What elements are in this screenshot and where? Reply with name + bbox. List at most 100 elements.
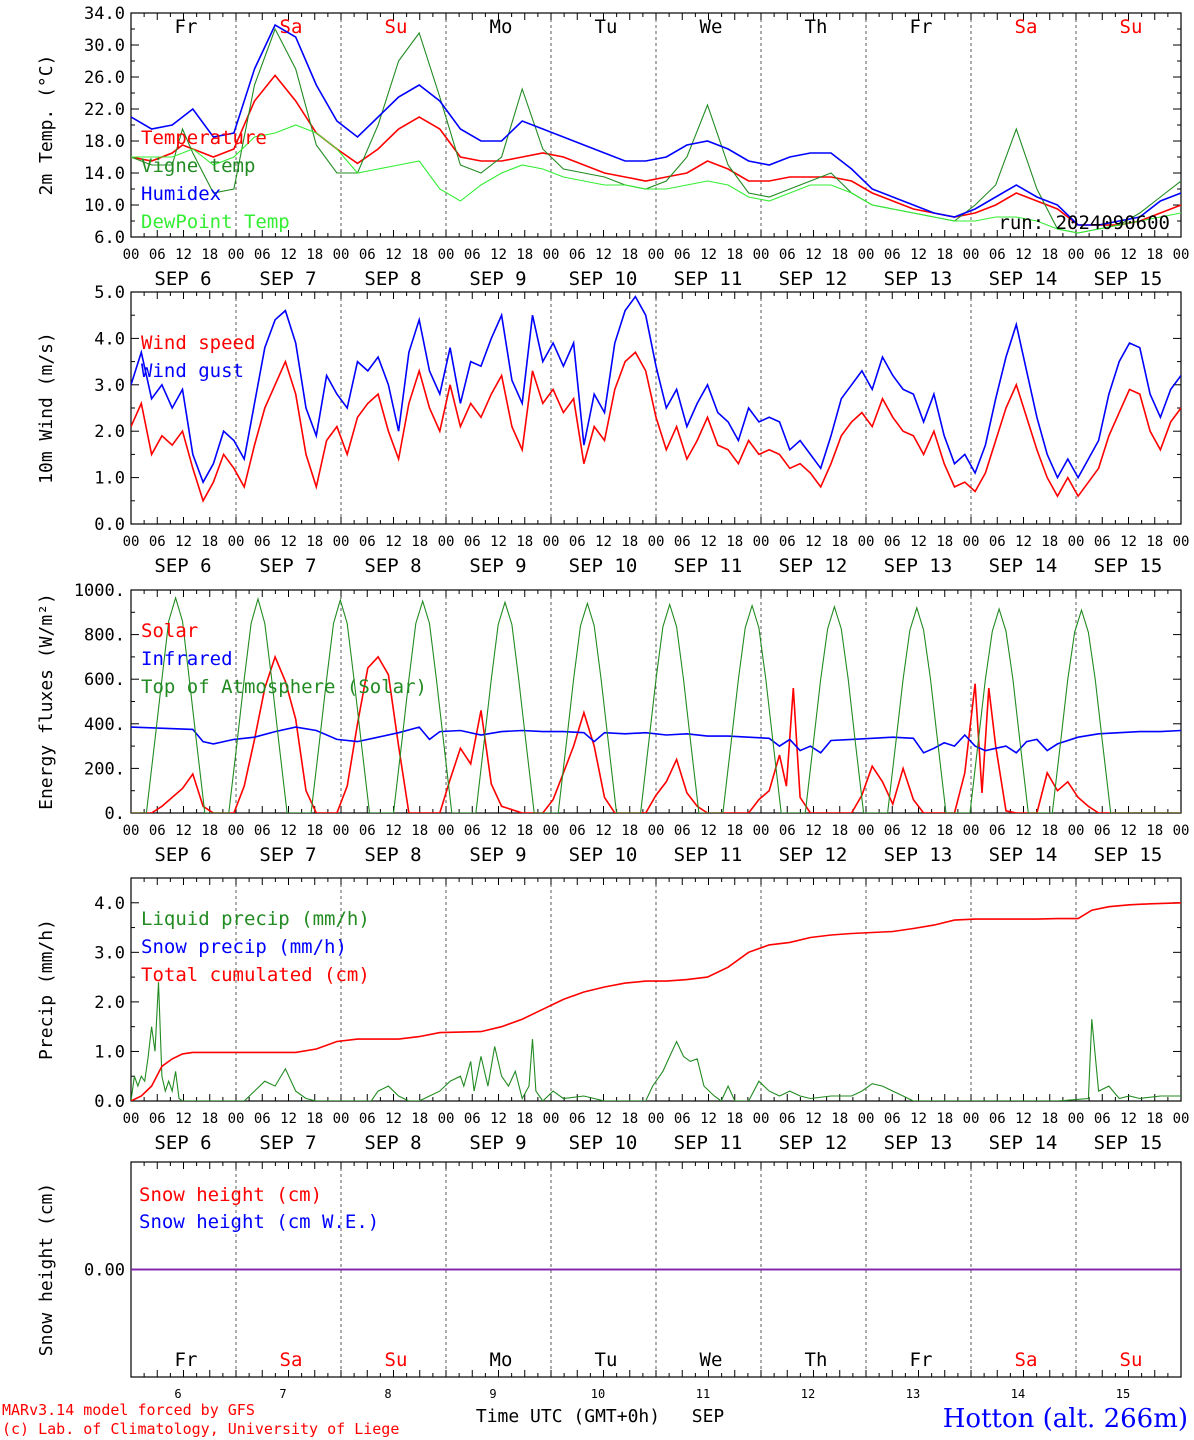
day-number-label: 7 <box>279 1387 286 1401</box>
hour-label: 06 <box>779 823 796 839</box>
hour-label: 18 <box>516 1111 533 1127</box>
hour-label: 18 <box>411 534 428 550</box>
hour-label: 18 <box>201 1111 218 1127</box>
legend-dewpoint-temp: DewPoint Temp <box>141 211 290 233</box>
series-line-total-cumulated-cm- <box>131 902 1181 1101</box>
panel-wind: 0.0 1.0 2.0 3.0 4.0 5.0 10m Wind (m/s) 00 06 12 18… <box>36 283 1189 577</box>
hour-label: 06 <box>359 534 376 550</box>
hour-label: 00 <box>543 1111 560 1127</box>
hour-label: 18 <box>516 247 533 263</box>
hour-label: 00 <box>858 823 875 839</box>
hour-label: 06 <box>359 247 376 263</box>
hour-label: 12 <box>1120 534 1137 550</box>
hour-label: 18 <box>201 823 218 839</box>
date-label: SEP 15 <box>1094 555 1163 577</box>
hour-label: 00 <box>228 823 245 839</box>
date-label: SEP 8 <box>364 555 421 577</box>
y-tick-label: 3.0 <box>94 376 125 396</box>
legend-liquid-precip-mm-h-: Liquid precip (mm/h) <box>141 908 370 930</box>
hour-label: 12 <box>805 1111 822 1127</box>
date-label: SEP 8 <box>364 844 421 866</box>
day-number-label: 6 <box>174 1387 181 1401</box>
legend-snow-precip-mm-h-: Snow precip (mm/h) <box>141 936 347 958</box>
series-line-top-of-atmosphere-solar- <box>131 595 1181 813</box>
hour-label: 06 <box>149 534 166 550</box>
weekday-label: Sa <box>1015 16 1038 38</box>
hour-label: 12 <box>700 247 717 263</box>
weekday-label: We <box>700 16 723 38</box>
legend-wind-speed: Wind speed <box>141 332 255 354</box>
date-label: SEP 11 <box>674 844 743 866</box>
weekday-label: Th <box>805 1349 828 1371</box>
weekday-label: Th <box>805 16 828 38</box>
date-label: SEP 13 <box>884 268 953 290</box>
hour-label: 18 <box>411 1111 428 1127</box>
hour-label: 18 <box>621 1111 638 1127</box>
y-tick-label: 6.0 <box>94 228 125 248</box>
x-axis-label: Time UTC (GMT+0h) <box>476 1406 660 1427</box>
hour-label: 00 <box>333 534 350 550</box>
day-number-label: 14 <box>1011 1387 1025 1401</box>
date-label: SEP 12 <box>779 555 848 577</box>
hour-label: 18 <box>936 534 953 550</box>
plot-frame <box>130 12 1182 238</box>
hour-label: 06 <box>779 247 796 263</box>
hour-label: 06 <box>569 247 586 263</box>
hour-label: 12 <box>490 1111 507 1127</box>
panel-flux: 0. 200. 400. 600. 800. 1000. Energy fluxes (W/… <box>36 581 1189 866</box>
hour-label: 00 <box>1173 1111 1190 1127</box>
date-label: SEP 11 <box>674 555 743 577</box>
day-number-label: 11 <box>696 1387 710 1401</box>
hour-label: 12 <box>280 247 297 263</box>
hour-label: 00 <box>123 534 140 550</box>
hour-label: 18 <box>726 823 743 839</box>
y-axis-label: Energy fluxes (W/m²) <box>36 593 57 810</box>
hour-label: 18 <box>516 823 533 839</box>
hour-label: 00 <box>648 534 665 550</box>
hour-label: 12 <box>1120 247 1137 263</box>
hour-label: 06 <box>884 1111 901 1127</box>
date-label: SEP 9 <box>469 1132 526 1154</box>
day-number-label: 10 <box>591 1387 605 1401</box>
hour-label: 00 <box>858 247 875 263</box>
weekday-label: Sa <box>1015 1349 1038 1371</box>
hour-label: 00 <box>1068 1111 1085 1127</box>
hour-label: 18 <box>411 247 428 263</box>
weekday-label: Su <box>385 16 408 38</box>
hour-label: 12 <box>805 823 822 839</box>
legend-wind-gust: Wind gust <box>141 360 244 382</box>
y-axis-label: 10m Wind (m/s) <box>36 332 57 484</box>
month-label: SEP <box>692 1406 725 1427</box>
hour-label: 06 <box>674 247 691 263</box>
hour-label: 00 <box>1173 247 1190 263</box>
hour-label: 12 <box>385 1111 402 1127</box>
date-label: SEP 6 <box>154 555 211 577</box>
date-label: SEP 13 <box>884 555 953 577</box>
hour-label: 12 <box>1120 823 1137 839</box>
hour-label: 00 <box>858 534 875 550</box>
hour-label: 06 <box>254 247 271 263</box>
y-tick-label: 800. <box>84 626 125 646</box>
weekday-label: Su <box>1120 16 1143 38</box>
panel-precip: 0.0 1.0 2.0 3.0 4.0 Precip (mm/h) 00 06 12 18 00 06… <box>36 877 1190 1154</box>
weekday-label: Mo <box>490 1349 513 1371</box>
weekday-label: Fr <box>175 1349 198 1371</box>
hour-label: 12 <box>175 247 192 263</box>
hour-label: 00 <box>963 534 980 550</box>
legend-infrared: Infrared <box>141 648 233 670</box>
y-tick-label: 0.0 <box>94 515 125 535</box>
date-label: SEP 15 <box>1094 1132 1163 1154</box>
y-tick-label: 0.00 <box>84 1261 125 1281</box>
hour-label: 18 <box>306 534 323 550</box>
y-tick-label: 1000. <box>74 581 125 601</box>
hour-label: 00 <box>1173 534 1190 550</box>
series-line-dewpoint-temp <box>131 124 1181 234</box>
hour-label: 06 <box>149 1111 166 1127</box>
weekday-label: Tu <box>595 16 618 38</box>
panel-snow: 0.00 Snow height (cm) Fr Sa Su Mo Tu We Th Fr Sa Su… <box>36 1161 1182 1401</box>
date-label: SEP 10 <box>569 1132 638 1154</box>
weekday-label: Fr <box>910 1349 933 1371</box>
legend-humidex: Humidex <box>141 183 221 205</box>
series-line-humidex <box>131 23 1181 226</box>
